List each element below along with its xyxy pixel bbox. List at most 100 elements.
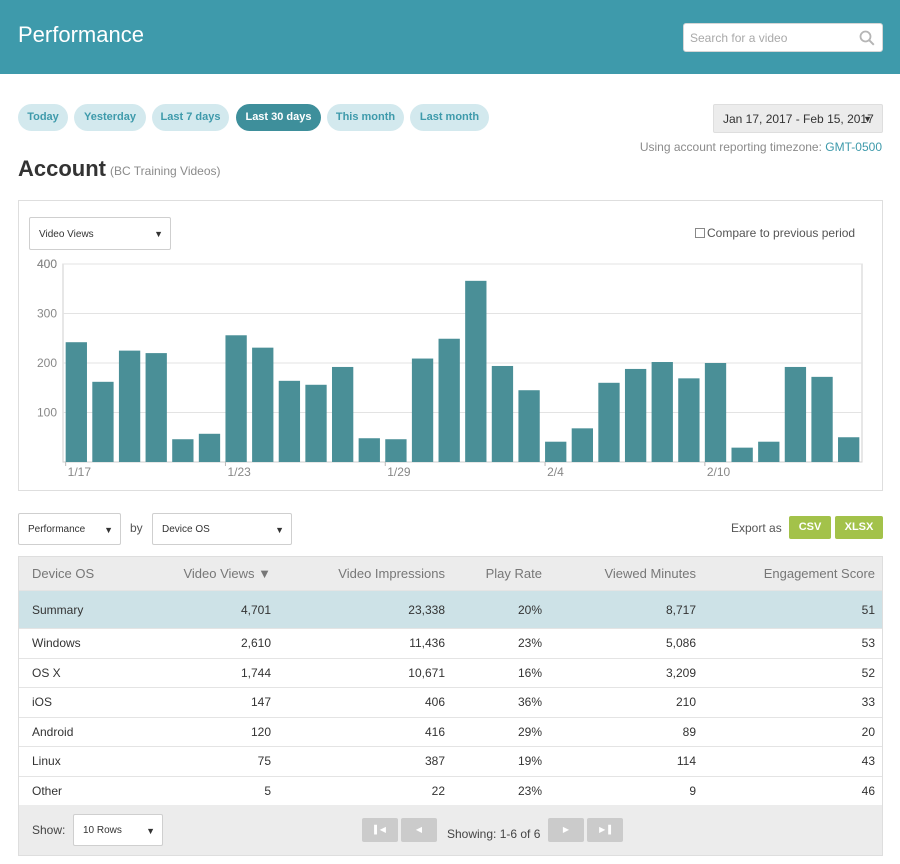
x-tick-label: 1/29	[387, 465, 411, 479]
chart-bar	[465, 280, 487, 462]
group-select[interactable]: Performance ▼	[18, 513, 121, 545]
metric-select[interactable]: Video Views ▼	[29, 217, 171, 250]
timezone-prefix: Using account reporting timezone:	[639, 140, 822, 154]
chart-bar	[811, 376, 833, 462]
column-header-device-os[interactable]: Device OS	[32, 566, 95, 581]
column-header-video-impressions[interactable]: Video Impressions	[338, 566, 445, 581]
x-tick-label: 1/17	[68, 465, 92, 479]
last-page-button[interactable]: ▶▐	[587, 818, 623, 842]
group-select-value: Performance	[28, 524, 86, 535]
chart-bar	[704, 363, 727, 462]
chart-bar	[784, 366, 807, 462]
chart-bar	[518, 390, 540, 462]
table-cell: Linux	[32, 754, 61, 769]
table-cell: 23%	[517, 783, 542, 798]
first-page-icon: ▌◀	[374, 825, 386, 834]
chart-bar	[491, 365, 514, 462]
compare-label: Compare to previous period	[707, 226, 856, 240]
summary-row: Summary 4,701 23,338 20% 8,717 51	[19, 590, 882, 628]
chart-bar	[411, 358, 434, 462]
table-cell: 23,338	[408, 602, 445, 617]
table-cell: 416	[424, 724, 445, 739]
table-row: iOS 147 406 36% 210 33	[19, 687, 882, 717]
y-tick-label: 400	[37, 257, 57, 271]
last-page-icon: ▶▐	[599, 825, 611, 834]
date-pill-last-month[interactable]: Last month	[410, 104, 489, 131]
date-pill-today[interactable]: Today	[18, 104, 68, 131]
header-bar: Performance	[0, 0, 900, 74]
prev-page-button[interactable]: ◀	[401, 818, 437, 842]
table-footer: Show: 10 Rows ▼ ▌◀ ◀ Showing: 1-6 of 6 ▶…	[18, 805, 883, 856]
next-page-button[interactable]: ▶	[548, 818, 584, 842]
first-page-button[interactable]: ▌◀	[362, 818, 398, 842]
export-label: Export as	[731, 521, 782, 535]
chart-bar	[624, 368, 647, 462]
column-header-play-rate[interactable]: Play Rate	[485, 566, 542, 581]
table-cell: 147	[250, 695, 271, 710]
timezone-link[interactable]: GMT-0500	[825, 140, 882, 154]
chart-bar	[305, 384, 327, 462]
dimension-select[interactable]: Device OS ▼	[152, 513, 292, 545]
account-subtitle: (BC Training Videos)	[110, 164, 221, 178]
date-pill-last-30-days[interactable]: Last 30 days	[236, 104, 321, 131]
table-cell: 51	[861, 602, 875, 617]
checkbox-icon[interactable]	[695, 228, 705, 238]
export-csv-button[interactable]: CSV	[789, 516, 831, 539]
table-cell: 2,610	[240, 636, 271, 651]
by-label: by	[130, 521, 143, 535]
date-pill-yesterday[interactable]: Yesterday	[74, 104, 146, 131]
chart-bar	[678, 378, 700, 462]
date-pill-last-7-days[interactable]: Last 7 days	[152, 104, 229, 131]
table-cell: 29%	[517, 724, 542, 739]
chevron-down-icon: ▼	[863, 114, 872, 124]
table-cell: 75	[257, 754, 271, 769]
chevron-down-icon: ▼	[154, 229, 163, 239]
chart-bar	[225, 335, 247, 462]
table-cell: 1,744	[240, 665, 271, 680]
metric-select-value: Video Views	[39, 229, 94, 240]
table-row: Windows 2,610 11,436 23% 5,086 53	[19, 628, 882, 658]
date-range-select[interactable]: Jan 17, 2017 - Feb 15, 2017 ▼	[713, 104, 883, 133]
table-header-row: Device OS Video Views ▼ Video Impression…	[19, 557, 882, 590]
column-header-viewed-minutes[interactable]: Viewed Minutes	[604, 566, 696, 581]
page-title: Performance	[18, 22, 144, 47]
rows-per-page-select[interactable]: 10 Rows ▼	[73, 814, 163, 846]
chart-bar	[252, 347, 274, 462]
export-xlsx-button[interactable]: XLSX	[835, 516, 883, 539]
table-cell: 5,086	[665, 636, 696, 651]
chart-bar	[331, 366, 354, 462]
compare-checkbox[interactable]: Compare to previous period	[695, 226, 855, 240]
show-label: Show:	[32, 823, 66, 837]
x-tick-label: 1/23	[227, 465, 251, 479]
table-cell: 210	[675, 695, 696, 710]
search-icon[interactable]	[859, 30, 875, 46]
y-tick-label: 100	[37, 406, 57, 420]
table-cell: 11,436	[409, 636, 445, 651]
data-table: Device OS Video Views ▼ Video Impression…	[18, 556, 883, 806]
chart-bar	[571, 428, 594, 462]
chart-bar	[65, 342, 87, 462]
table-cell: 53	[861, 636, 875, 651]
table-cell: 23%	[517, 636, 542, 651]
chevron-down-icon: ▼	[275, 525, 284, 535]
table-cell: 19%	[517, 754, 542, 769]
table-row: Android 120 416 29% 89 20	[19, 716, 882, 747]
chart-bar	[92, 381, 114, 462]
chart-bar	[198, 433, 221, 462]
chart-bar	[438, 338, 460, 462]
x-tick-label: 2/4	[547, 465, 564, 479]
date-pill-this-month[interactable]: This month	[327, 104, 404, 131]
search-box[interactable]	[683, 23, 883, 52]
x-tick-label: 2/10	[707, 465, 731, 479]
account-title: Account	[18, 156, 106, 181]
column-header-engagement-score[interactable]: Engagement Score	[763, 566, 875, 581]
chart-bar	[838, 437, 860, 462]
search-input[interactable]	[690, 29, 850, 47]
date-range-value: Jan 17, 2017 - Feb 15, 2017	[723, 112, 874, 126]
table-cell: 10,671	[408, 665, 445, 680]
column-header-video-views[interactable]: Video Views ▼	[183, 566, 271, 581]
table-cell: 3,209	[665, 665, 696, 680]
chart-panel: Video Views ▼ Compare to previous period…	[18, 200, 883, 491]
table-cell: 16%	[517, 665, 542, 680]
